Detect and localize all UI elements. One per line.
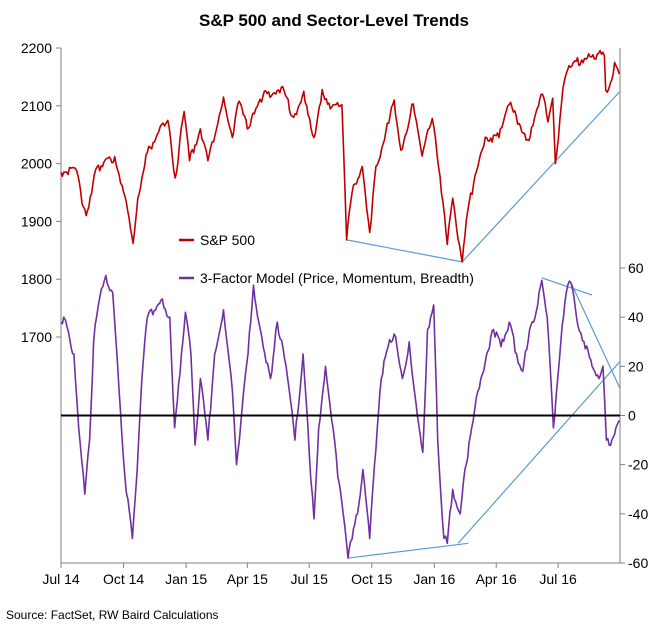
left-tick-label: 1800 <box>21 271 52 287</box>
right-tick-label: 0 <box>628 408 636 424</box>
left-tick-label: 2100 <box>21 98 52 114</box>
left-tick-label: 1900 <box>21 213 52 229</box>
trendline <box>457 361 621 544</box>
source-note: Source: FactSet, RW Baird Calculations <box>6 608 219 622</box>
left-axis-ticks: 2200 2100 2000 1900 1800 1700 <box>21 40 61 345</box>
trendline <box>461 90 621 263</box>
three-factor-model-line <box>60 274 621 559</box>
x-tick-label: Jan 16 <box>413 571 455 587</box>
x-tick-label: Apr 15 <box>227 571 268 587</box>
x-tick-label: Jul 16 <box>539 571 577 587</box>
trendline <box>347 542 469 559</box>
trendline <box>570 282 621 389</box>
left-tick-label: 2000 <box>21 156 52 172</box>
right-tick-label: 60 <box>628 260 644 276</box>
chart-title: S&P 500 and Sector-Level Trends <box>199 11 469 30</box>
x-axis-ticks: Jul 14 Oct 14 Jan 15 Apr 15 Jul 15 Oct 15 Jan … <box>42 563 577 587</box>
legend-label-sp500: S&P 500 <box>200 232 255 248</box>
x-tick-label: Apr 16 <box>476 571 517 587</box>
x-tick-label: Jul 14 <box>42 571 80 587</box>
x-tick-label: Jul 15 <box>291 571 329 587</box>
right-tick-label: -20 <box>628 457 648 473</box>
x-tick-label: Oct 14 <box>103 571 144 587</box>
right-tick-label: -60 <box>628 555 648 571</box>
legend: S&P 500 3-Factor Model (Price, Momentum,… <box>179 232 474 286</box>
right-tick-label: -40 <box>628 506 648 522</box>
left-tick-label: 2200 <box>21 40 52 56</box>
series-lines <box>60 49 621 559</box>
legend-label-3factor: 3-Factor Model (Price, Momentum, Breadth… <box>200 270 474 286</box>
right-tick-label: 40 <box>628 309 644 325</box>
x-tick-label: Jan 15 <box>165 571 207 587</box>
right-axis-ticks: 60 40 20 0 -20 -40 -60 <box>620 260 648 571</box>
trendline <box>346 239 463 263</box>
plot-area <box>60 48 621 564</box>
left-tick-label: 1700 <box>21 329 52 345</box>
right-tick-label: 20 <box>628 358 644 374</box>
x-tick-label: Oct 15 <box>351 571 392 587</box>
sp500-line <box>60 49 621 263</box>
